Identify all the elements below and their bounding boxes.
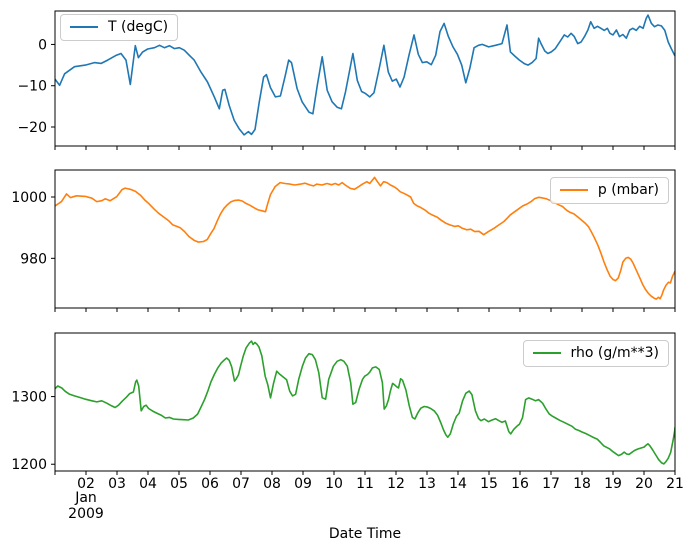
- x-tick-label: 18: [573, 476, 591, 492]
- y-tick-label: −20: [17, 120, 47, 136]
- x-tick-label: 15: [480, 476, 498, 492]
- y-tick-label: 1200: [11, 457, 47, 473]
- x-offset-month: Jan: [75, 490, 97, 506]
- legend-label: p (mbar): [597, 182, 659, 198]
- x-tick-label: 17: [542, 476, 560, 492]
- y-tick-label: −10: [17, 79, 47, 95]
- x-tick-label: 16: [511, 476, 529, 492]
- x-tick-label: 11: [356, 476, 374, 492]
- x-axis-label: Date Time: [328, 526, 402, 542]
- x-tick-label: 21: [666, 476, 684, 492]
- x-tick-label: 10: [325, 476, 343, 492]
- temperature-line: [55, 14, 675, 136]
- x-tick-label: 19: [604, 476, 622, 492]
- x-tick-label: 13: [418, 476, 436, 492]
- x-axis-offset-text: Jan 2009: [68, 490, 104, 522]
- x-offset-year: 2009: [68, 505, 104, 522]
- y-tick-label: 0: [38, 37, 47, 53]
- legend-label: rho (g/m**3): [570, 345, 659, 361]
- x-tick-label: 05: [170, 476, 188, 492]
- x-tick-label: 09: [294, 476, 312, 492]
- x-tick-label: 07: [232, 476, 250, 492]
- legend-label: T (degC): [108, 19, 169, 35]
- x-tick-label: 04: [139, 476, 157, 492]
- y-tick-label: 980: [20, 251, 47, 267]
- x-tick-label: 03: [108, 476, 126, 492]
- pressure-line: [55, 176, 675, 300]
- x-tick-label: 20: [635, 476, 653, 492]
- legend-pressure: p (mbar): [549, 177, 669, 204]
- pressure-legend-line-icon: [559, 189, 588, 192]
- x-tick-label: 14: [449, 476, 467, 492]
- legend-temperature: T (degC): [60, 14, 179, 41]
- x-tick-label: 06: [201, 476, 219, 492]
- x-tick-label: 02: [77, 476, 95, 492]
- y-tick-label: 1300: [11, 390, 47, 406]
- y-tick-label: 1000: [11, 190, 47, 206]
- x-tick-label: 12: [387, 476, 405, 492]
- air-density-legend-line-icon: [532, 352, 561, 355]
- air-density-line: [55, 340, 675, 465]
- legend-air-density: rho (g/m**3): [522, 340, 669, 367]
- x-tick-label: 08: [263, 476, 281, 492]
- temperature-legend-line-icon: [70, 26, 98, 29]
